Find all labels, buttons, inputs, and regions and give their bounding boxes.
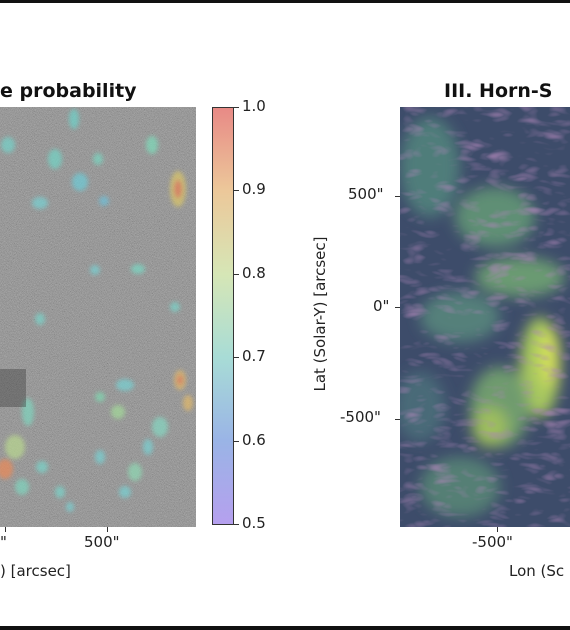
colorbar-tick-label-6: 0.5 [242, 514, 266, 532]
horn-map-image [400, 107, 570, 527]
right-y-tick-mark-3 [395, 419, 400, 420]
colorbar-tick-mark-5 [234, 441, 239, 442]
colorbar-tick-label-1: 1.0 [242, 97, 266, 115]
right-x-axis-label: Lon (Sc [509, 562, 565, 580]
left-x-tick-mark-2 [107, 527, 108, 532]
right-panel-title: III. Horn-S [444, 80, 553, 102]
left-x-axis-label: ) [arcsec] [0, 562, 71, 580]
left-panel-title: e probability [0, 80, 137, 102]
colorbar-tick-mark-2 [234, 190, 239, 191]
colorbar-tick-mark-6 [234, 524, 239, 525]
horn-map-panel [400, 107, 570, 527]
colorbar-tick-label-2: 0.9 [242, 180, 266, 198]
right-x-tick-label-1: -500" [472, 533, 513, 551]
probability-map-panel [0, 107, 196, 527]
right-y-tick-mark-2 [395, 307, 400, 308]
left-x-tick-label-1: " [0, 533, 7, 551]
probability-map-image [0, 107, 196, 527]
left-x-tick-label-2: 500" [84, 533, 120, 551]
right-y-tick-label-1: 500" [348, 185, 384, 203]
colorbar-tick-label-4: 0.7 [242, 347, 266, 365]
colorbar-tick-mark-4 [234, 357, 239, 358]
right-x-tick-mark-1 [497, 527, 498, 532]
right-y-axis-label: Lat (Solar-Y) [arcsec] [311, 236, 329, 392]
left-x-tick-mark-1 [5, 527, 6, 532]
right-y-tick-mark-1 [395, 196, 400, 197]
colorbar-tick-mark-3 [234, 274, 239, 275]
figure-bottom-border [0, 626, 570, 630]
probability-colorbar [212, 107, 234, 525]
colorbar-tick-mark-1 [234, 107, 239, 108]
right-y-tick-label-3: -500" [340, 408, 381, 426]
right-y-tick-label-2: 0" [373, 297, 390, 315]
colorbar-tick-label-3: 0.8 [242, 264, 266, 282]
figure-top-border [0, 0, 570, 3]
colorbar-tick-label-5: 0.6 [242, 431, 266, 449]
